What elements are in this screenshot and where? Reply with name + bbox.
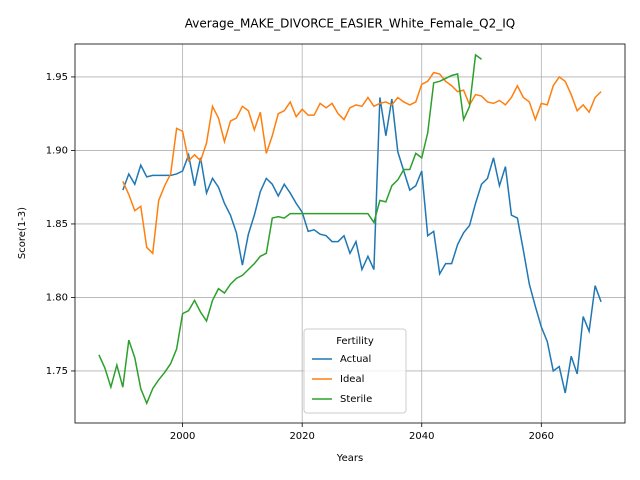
y-tick-label: 1.80	[46, 292, 68, 303]
plot-frame	[74, 43, 626, 424]
x-tick-label: 2020	[289, 431, 314, 442]
y-tick-label: 1.90	[46, 145, 68, 156]
legend-label: Actual	[340, 354, 371, 365]
y-tick-label: 1.95	[46, 72, 68, 83]
legend-label: Ideal	[340, 374, 364, 385]
legend-title: Fertility	[336, 336, 374, 347]
x-axis-label: Years	[336, 453, 363, 464]
series-line	[98, 53, 482, 406]
series-line	[122, 71, 602, 255]
x-tick-label: 2000	[170, 431, 195, 442]
x-tick-label: 2040	[409, 431, 434, 442]
legend: Fertility Actual Ideal Sterile	[303, 328, 407, 414]
legend-box	[303, 328, 407, 414]
legend-label: Sterile	[340, 394, 372, 405]
y-tick-label: 1.75	[46, 366, 68, 377]
y-axis-label: Score(1-3)	[17, 207, 28, 259]
y-tick-label: 1.85	[46, 219, 68, 230]
x-tick-label: 2060	[529, 431, 554, 442]
series-line	[122, 97, 602, 394]
chart-title: Average_MAKE_DIVORCE_EASIER_White_Female…	[185, 17, 515, 31]
